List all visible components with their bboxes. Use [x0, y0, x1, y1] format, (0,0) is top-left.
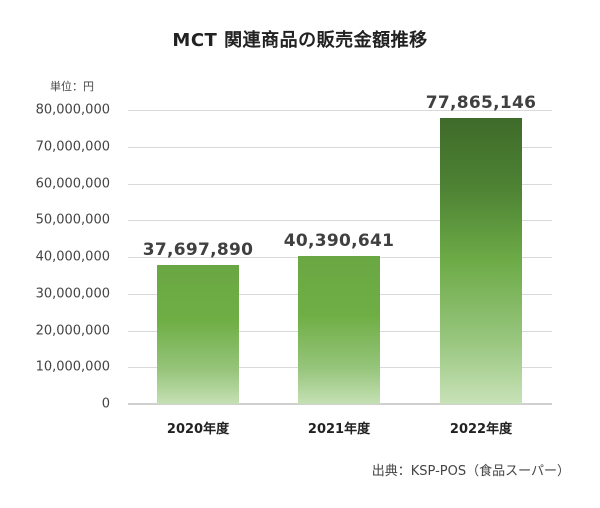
y-tick-label: 70,000,000	[35, 139, 110, 155]
y-tick-label: 60,000,000	[35, 176, 110, 191]
x-category-label: 2022年度	[449, 422, 513, 437]
gridline	[128, 146, 552, 148]
value-label: 37,697,890	[142, 240, 254, 261]
y-tick-label: 80,000,000	[35, 102, 110, 118]
chart-title: MCT 関連商品の販売金額推移	[172, 30, 428, 51]
x-category-label: 2020年度	[166, 422, 230, 437]
gridline	[128, 183, 552, 185]
x-axis-line	[128, 403, 552, 405]
bar-2020年度	[157, 265, 239, 404]
bar-2022年度	[440, 117, 522, 404]
gridline	[128, 220, 552, 222]
y-tick-label: 20,000,000	[35, 323, 110, 338]
y-tick-label: 50,000,000	[35, 212, 110, 228]
source-note: 出典：KSP-POS（食品スーパー）	[371, 464, 570, 479]
y-tick-label: 10,000,000	[35, 359, 110, 375]
bar-2021年度	[298, 255, 380, 404]
value-label: 77,865,146	[425, 92, 537, 113]
y-tick-label: 40,000,000	[35, 249, 110, 265]
x-category-label: 2021年度	[307, 422, 371, 437]
unit-label: 単位：円	[50, 80, 94, 93]
gridline	[128, 110, 552, 111]
y-tick-label: 0	[101, 396, 110, 412]
value-label: 40,390,641	[283, 230, 395, 251]
y-tick-label: 30,000,000	[35, 286, 110, 302]
